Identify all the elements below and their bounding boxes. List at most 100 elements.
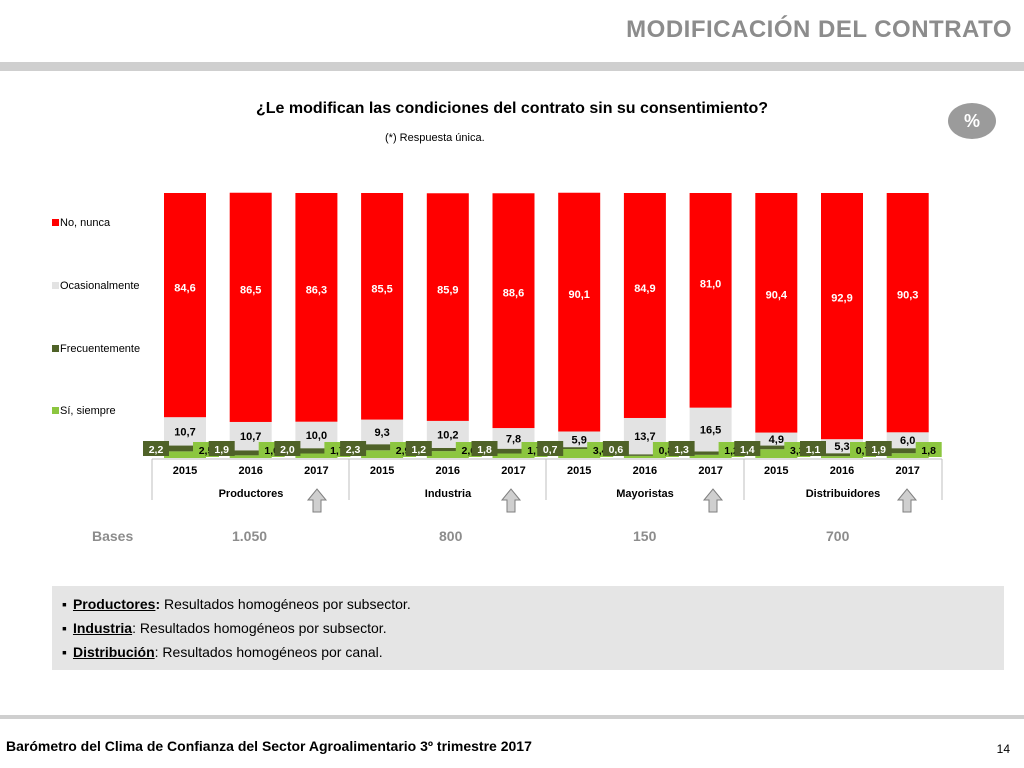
note-productores: ▪ Productores: Resultados homogéneos por …: [62, 596, 411, 612]
notes-box: ▪ Productores: Resultados homogéneos por …: [52, 586, 1004, 670]
x-tick-label: 2015: [567, 465, 591, 477]
bullet-icon: ▪: [62, 596, 67, 612]
bar-no-nunca: [886, 193, 929, 433]
data-label-no-nunca: 88,6: [503, 288, 524, 300]
legend-swatch: [52, 219, 59, 226]
bases-value-productores: 1.050: [232, 528, 268, 544]
x-tick-label: 2017: [895, 465, 919, 477]
data-label-no-nunca: 90,3: [897, 289, 918, 301]
legend-label: Frecuentemente: [60, 343, 140, 355]
note-sep: :: [154, 644, 159, 660]
bar-no-nunca: [492, 193, 535, 429]
page-number: 14: [996, 742, 1010, 756]
bases-value-industria: 800: [439, 528, 463, 544]
data-label-frecuentemente: 1,8: [477, 444, 492, 456]
bar-siempre: [426, 451, 469, 458]
note-text: Resultados homogéneos por subsector.: [135, 620, 387, 636]
bar-siempre: [361, 450, 404, 458]
data-label-frecuentemente: 2,2: [149, 444, 164, 456]
up-arrow-icon: [702, 488, 724, 513]
bar-siempre: [623, 455, 666, 458]
x-tick-label: 2015: [370, 465, 394, 477]
note-text: Resultados homogéneos por subsector.: [160, 596, 411, 612]
data-label-frecuentemente: 0,7: [543, 444, 558, 456]
data-label-ocasionalmente: 7,8: [506, 433, 521, 445]
up-arrow-icon: [306, 488, 328, 513]
x-group-label: Distribuidores: [806, 488, 881, 500]
bar-frecuentemente: [886, 448, 929, 454]
bar-frecuentemente: [229, 450, 272, 456]
x-tick-label: 2016: [830, 465, 854, 477]
chart-note: (*) Respuesta única.: [385, 132, 485, 144]
bar-siempre: [295, 453, 338, 458]
label-box-frecuentemente: [668, 441, 695, 456]
data-label-no-nunca: 85,5: [371, 284, 392, 296]
legend-label: Ocasionalmente: [60, 280, 140, 292]
bar-no-nunca: [755, 193, 798, 433]
note-distribucion: ▪ Distribución: Resultados homogéneos por…: [62, 644, 383, 660]
note-sep: :: [132, 620, 136, 636]
data-label-ocasionalmente: 5,3: [834, 441, 849, 453]
bar-frecuentemente: [623, 454, 666, 456]
data-label-siempre: 1,8: [921, 445, 936, 457]
note-industria: ▪ Industria: Resultados homogéneos por su…: [62, 620, 387, 636]
data-label-ocasionalmente: 10,0: [306, 430, 327, 442]
x-tick-label: 2015: [764, 465, 788, 477]
bar-siempre: [558, 448, 601, 458]
x-group-label: Mayoristas: [616, 488, 673, 500]
bar-frecuentemente: [689, 451, 732, 455]
bar-ocasionalmente: [164, 417, 206, 446]
x-group-label: Industria: [425, 488, 472, 500]
legend-swatch: [52, 407, 59, 414]
bar-siempre: [492, 453, 535, 458]
label-box-frecuentemente: [340, 441, 367, 456]
data-label-ocasionalmente: 5,9: [572, 434, 587, 446]
label-box-frecuentemente: [800, 441, 826, 456]
note-text: Resultados homogéneos por canal.: [158, 644, 383, 660]
bottom-divider: [0, 715, 1024, 719]
bar-frecuentemente: [558, 447, 601, 449]
bar-no-nunca: [623, 193, 666, 418]
bar-no-nunca: [558, 192, 601, 432]
x-tick-label: 2016: [238, 465, 262, 477]
bar-siempre: [755, 449, 798, 458]
label-box-frecuentemente: [471, 441, 498, 456]
data-label-no-nunca: 90,4: [766, 289, 788, 301]
footer-text: Barómetro del Clima de Confianza del Sec…: [6, 738, 532, 754]
bar-ocasionalmente: [361, 419, 404, 445]
x-tick-label: 2016: [633, 465, 657, 477]
data-label-ocasionalmente: 10,2: [437, 429, 458, 441]
note-key: Distribución: [72, 644, 155, 660]
x-tick-label: 2017: [698, 465, 722, 477]
data-label-ocasionalmente: 6,0: [900, 435, 915, 447]
bar-no-nunca: [426, 193, 469, 421]
bar-siempre: [164, 451, 206, 458]
data-label-frecuentemente: 1,4: [740, 444, 755, 456]
note-key: Industria: [72, 620, 133, 636]
x-tick-label: 2016: [436, 465, 460, 477]
chart-question: ¿Le modifican las condiciones del contra…: [255, 100, 769, 117]
data-label-no-nunca: 84,6: [174, 283, 195, 295]
bar-siempre: [886, 453, 929, 458]
up-arrow-icon: [896, 488, 918, 513]
bar-no-nunca: [689, 193, 732, 408]
data-label-frecuentemente: 1,9: [871, 444, 886, 456]
data-label-frecuentemente: 1,3: [674, 444, 689, 456]
data-label-no-nunca: 81,0: [700, 278, 721, 290]
data-label-frecuentemente: 1,9: [214, 444, 229, 456]
legend-swatch: [52, 282, 59, 289]
bar-no-nunca: [361, 193, 404, 420]
data-label-ocasionalmente: 4,9: [769, 434, 784, 446]
data-label-no-nunca: 92,9: [831, 292, 852, 304]
bases-value-distribuidores: 700: [826, 528, 850, 544]
label-box-frecuentemente: [537, 441, 564, 456]
data-label-no-nunca: 90,1: [568, 289, 589, 301]
bar-siempre: [821, 456, 863, 458]
page-title: MODIFICACIÓN DEL CONTRATO: [626, 16, 1012, 43]
legend-swatch: [52, 345, 59, 352]
bases-label: Bases: [92, 528, 134, 544]
label-box-siempre: [915, 442, 942, 457]
bar-frecuentemente: [426, 447, 469, 452]
label-box-frecuentemente: [602, 441, 629, 456]
